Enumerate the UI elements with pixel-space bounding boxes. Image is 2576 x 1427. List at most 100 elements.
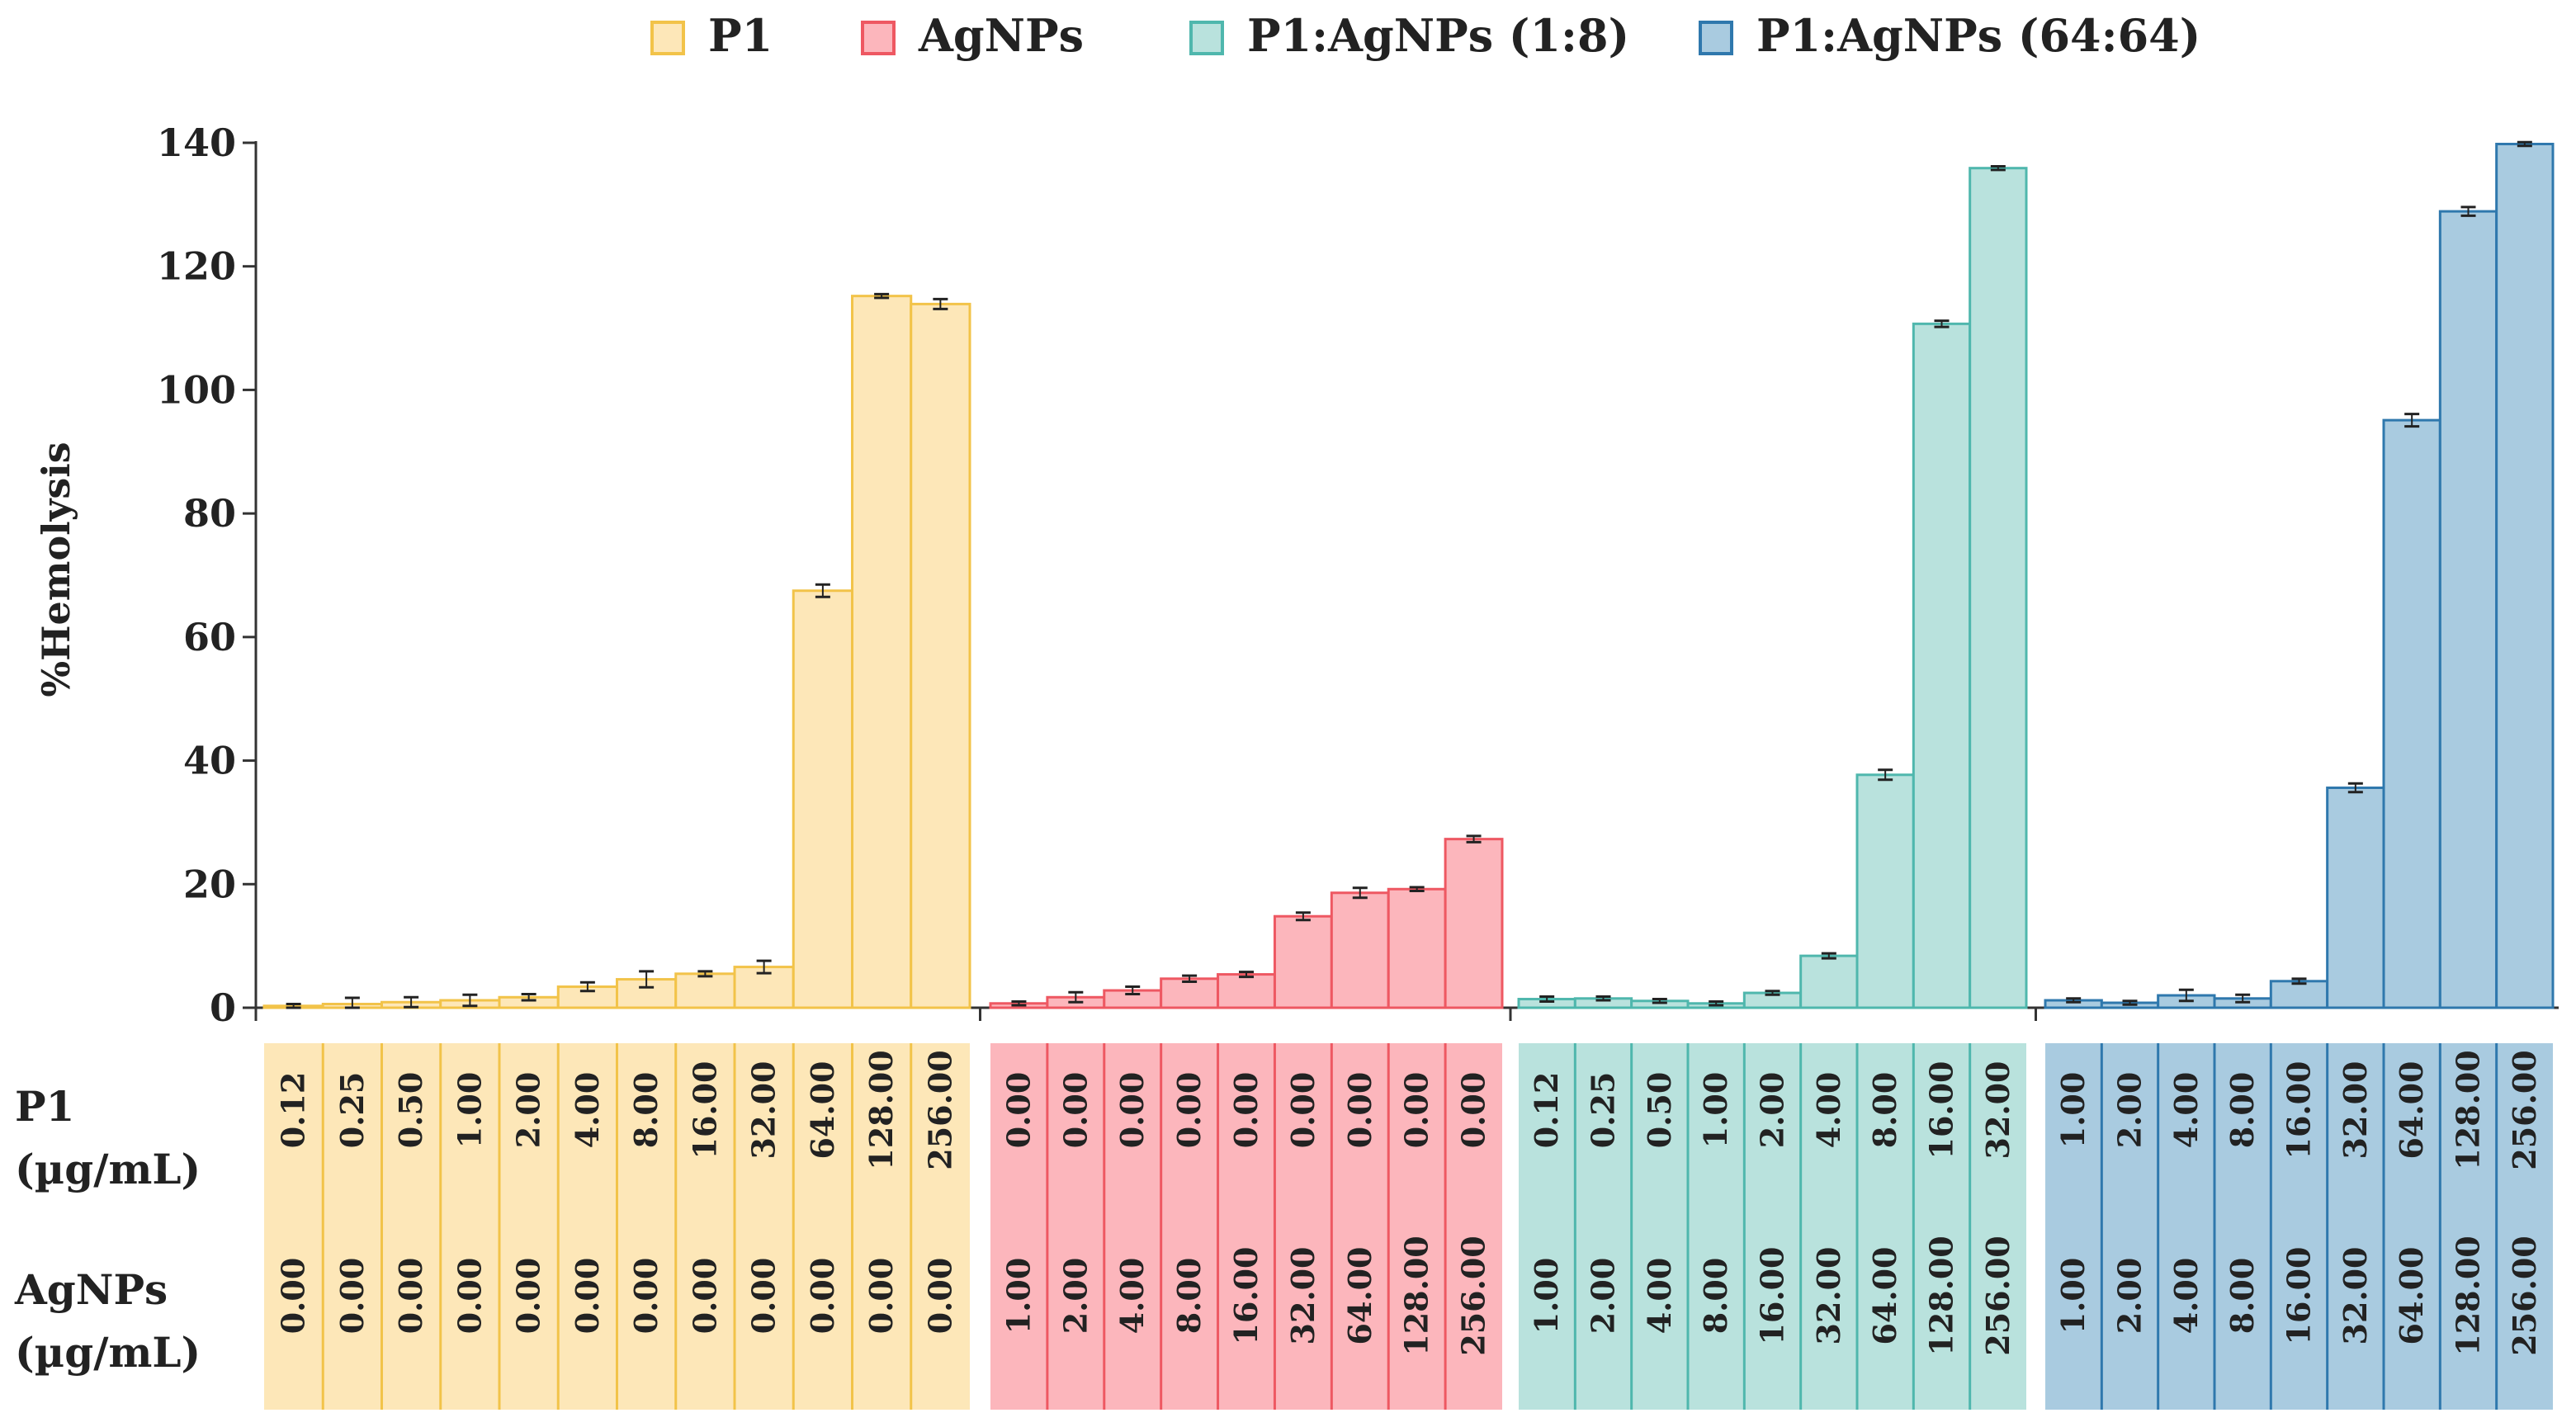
legend: P1 AgNPs P1:AgNPs (1:8) P1:AgNPs (64:64) [650, 9, 2200, 62]
error-bar-agnps-5 [1295, 911, 1311, 922]
p1-conc-p1-agnps-1-8-4: 2.00 [1754, 1072, 1791, 1149]
y-tick-label: 80 [183, 491, 236, 536]
row-label-ag: AgNPs [14, 1265, 168, 1314]
ag-conc-p1-agnps-64-64-0: 1.00 [2054, 1258, 2092, 1335]
bar-agnps-5 [1273, 914, 1333, 1009]
bar-p1-agnps-64-64-8 [2495, 142, 2555, 1009]
y-tick-label: 40 [183, 739, 236, 783]
p1-conc-p1-agnps-1-8-7: 16.00 [1923, 1061, 1960, 1160]
bar-p1-agnps-1-8-6 [1855, 773, 1915, 1009]
error-bar-p1-0 [286, 1003, 301, 1009]
p1-conc-agnps-7: 0.00 [1398, 1072, 1435, 1149]
error-bar-agnps-4 [1239, 971, 1254, 979]
ag-conc-p1-1: 0.00 [333, 1258, 371, 1335]
legend-label-p1-agnps-64-64: P1:AgNPs (64:64) [1756, 9, 2200, 62]
bar-agnps-3 [1160, 977, 1220, 1009]
legend-label-agnps: AgNPs [918, 9, 1084, 62]
p1-conc-p1-agnps-64-64-0: 1.00 [2054, 1072, 2092, 1149]
ag-conc-p1-agnps-64-64-1: 2.00 [2111, 1258, 2148, 1335]
row-label-p1: P1 [15, 1082, 74, 1131]
p1-conc-p1-11: 256.00 [921, 1050, 958, 1169]
ag-conc-agnps-1: 2.00 [1056, 1258, 1094, 1335]
ag-conc-p1-agnps-64-64-6: 64.00 [2393, 1247, 2430, 1345]
bar-p1-10 [851, 295, 913, 1009]
ag-conc-p1-11: 0.00 [921, 1258, 958, 1335]
p1-conc-p1-agnps-1-8-5: 4.00 [1810, 1072, 1847, 1149]
bar-p1-agnps-1-8-8 [1969, 167, 2028, 1009]
error-bar-p1-agnps-64-64-0 [2066, 997, 2082, 1004]
error-bar-p1-agnps-1-8-2 [1652, 998, 1667, 1004]
ag-conc-p1-agnps-1-8-8: 256.00 [1979, 1236, 2016, 1355]
error-bar-p1-agnps-1-8-0 [1539, 995, 1555, 1004]
p1-conc-p1-8: 32.00 [745, 1061, 782, 1160]
error-bar-p1-agnps-1-8-5 [1821, 952, 1836, 960]
error-bar-p1-7 [697, 970, 713, 978]
row-label-p1-unit: (µg/mL) [15, 1145, 201, 1193]
bars [254, 140, 2555, 1021]
p1-conc-p1-5: 4.00 [569, 1072, 606, 1149]
p1-conc-p1-agnps-64-64-4: 16.00 [2281, 1061, 2318, 1160]
p1-conc-p1-agnps-1-8-1: 0.25 [1585, 1072, 1622, 1149]
legend-swatch-p1-agnps-1-8 [1189, 21, 1224, 55]
error-bar-p1-8 [756, 959, 772, 975]
p1-conc-agnps-0: 0.00 [1000, 1072, 1037, 1149]
ag-conc-p1-agnps-64-64-3: 8.00 [2224, 1258, 2261, 1335]
ag-conc-p1-agnps-1-8-4: 16.00 [1754, 1247, 1791, 1345]
y-tick-label: 120 [157, 244, 236, 289]
bar-agnps-8 [1444, 838, 1504, 1009]
ag-conc-p1-agnps-64-64-7: 128.00 [2450, 1236, 2487, 1355]
p1-conc-p1-agnps-64-64-6: 64.00 [2393, 1061, 2430, 1160]
error-bar-p1-agnps-1-8-6 [1878, 768, 1893, 782]
error-bar-p1-agnps-64-64-8 [2517, 140, 2532, 148]
ag-conc-p1-agnps-64-64-2: 4.00 [2167, 1258, 2205, 1335]
error-bar-p1-agnps-1-8-1 [1595, 995, 1611, 1002]
error-bar-p1-9 [815, 583, 830, 598]
p1-conc-p1-agnps-64-64-8: 256.00 [2506, 1050, 2543, 1169]
p1-conc-agnps-6: 0.00 [1341, 1072, 1378, 1149]
p1-conc-agnps-2: 0.00 [1113, 1072, 1151, 1149]
p1-conc-agnps-1: 0.00 [1056, 1072, 1094, 1149]
ag-conc-agnps-2: 4.00 [1113, 1258, 1151, 1335]
error-bar-p1-4 [521, 993, 536, 1002]
ag-conc-agnps-7: 128.00 [1398, 1236, 1435, 1355]
ag-conc-p1-5: 0.00 [569, 1258, 606, 1335]
ag-conc-p1-agnps-64-64-5: 32.00 [2337, 1247, 2374, 1345]
p1-conc-agnps-5: 0.00 [1284, 1072, 1321, 1149]
bar-p1-9 [792, 589, 853, 1009]
ag-conc-agnps-4: 16.00 [1227, 1247, 1264, 1345]
ag-conc-agnps-3: 8.00 [1170, 1258, 1208, 1335]
error-bar-p1-5 [579, 980, 595, 993]
error-bar-agnps-6 [1352, 886, 1368, 900]
legend-label-p1-agnps-1-8: P1:AgNPs (1:8) [1247, 9, 1629, 62]
bar-p1-agnps-64-64-6 [2382, 418, 2441, 1009]
ag-conc-agnps-8: 256.00 [1455, 1236, 1492, 1355]
error-bar-agnps-8 [1466, 834, 1482, 843]
bar-p1-11 [910, 302, 971, 1009]
ag-conc-p1-2: 0.00 [392, 1258, 429, 1335]
error-bar-p1-1 [344, 996, 360, 1009]
ag-conc-agnps-5: 32.00 [1284, 1247, 1321, 1345]
error-bar-agnps-0 [1011, 1000, 1027, 1007]
error-bar-p1-agnps-64-64-4 [2291, 977, 2307, 985]
p1-conc-p1-agnps-64-64-7: 128.00 [2450, 1050, 2487, 1169]
error-bar-p1-11 [933, 297, 948, 310]
bar-agnps-6 [1330, 891, 1390, 1009]
p1-conc-p1-agnps-64-64-1: 2.00 [2111, 1072, 2148, 1149]
ag-conc-p1-4: 0.00 [510, 1258, 547, 1335]
table-group-agnps [990, 1043, 1502, 1410]
error-bar-agnps-1 [1068, 990, 1084, 1004]
p1-conc-agnps-4: 0.00 [1227, 1072, 1264, 1149]
p1-conc-p1-2: 0.50 [392, 1072, 429, 1149]
error-bar-p1-2 [404, 995, 419, 1009]
p1-conc-p1-7: 16.00 [686, 1061, 723, 1160]
error-bar-p1-10 [874, 292, 890, 300]
p1-conc-p1-4: 2.00 [510, 1072, 547, 1149]
ag-conc-p1-agnps-1-8-6: 64.00 [1866, 1247, 1903, 1345]
bar-p1-agnps-64-64-7 [2438, 210, 2498, 1009]
ag-conc-p1-3: 0.00 [451, 1258, 488, 1335]
ag-conc-p1-agnps-1-8-3: 8.00 [1697, 1258, 1734, 1335]
ag-conc-agnps-0: 1.00 [1000, 1258, 1037, 1335]
table-group-p1-agnps-64-64 [2045, 1043, 2553, 1410]
ag-conc-p1-agnps-64-64-8: 256.00 [2506, 1236, 2543, 1355]
ag-conc-p1-8: 0.00 [745, 1258, 782, 1335]
